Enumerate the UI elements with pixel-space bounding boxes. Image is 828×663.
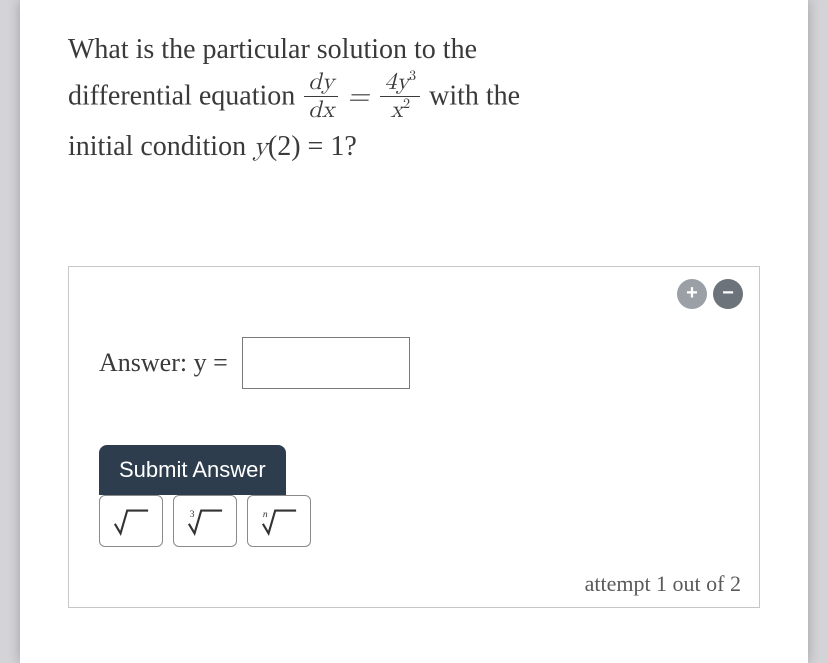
answer-input[interactable]: [242, 337, 410, 389]
rhs-den-exp: 2: [403, 97, 410, 111]
equals-sign: =: [347, 83, 378, 111]
sqrt-icon: [112, 504, 150, 538]
attempt-counter: attempt 1 out of 2: [585, 571, 741, 597]
init-arg: 2: [277, 131, 291, 162]
zoom-out-button[interactable]: −: [713, 279, 743, 309]
rhs-num-base: 4y: [384, 70, 409, 94]
cbrt-icon: 3: [186, 504, 224, 538]
answer-var: y: [194, 348, 207, 377]
answer-eq: =: [207, 348, 228, 377]
answer-label: Answer: y =: [99, 348, 228, 378]
question-line3-prefix: initial condition: [68, 131, 253, 162]
question-text: What is the particular solution to the d…: [68, 28, 760, 170]
nroot-button[interactable]: n: [247, 495, 311, 547]
frac-rhs-num: 4y3: [380, 69, 420, 96]
frac-rhs-den: x2: [380, 97, 420, 123]
root-toolbar: 3 n: [99, 495, 729, 547]
init-open: (: [268, 131, 277, 162]
zoom-in-button[interactable]: +: [677, 279, 707, 309]
svg-text:3: 3: [190, 510, 195, 520]
init-close-eq: ) =: [291, 131, 330, 162]
question-line2-prefix: differential equation: [68, 81, 302, 112]
question-line1: What is the particular solution to the: [68, 34, 477, 65]
rhs-den-base: x: [390, 98, 403, 122]
fraction-rhs: 4y3 x2: [380, 69, 420, 123]
answer-label-text: Answer:: [99, 348, 194, 377]
minus-icon: −: [722, 282, 734, 305]
answer-row: Answer: y =: [99, 337, 729, 389]
nroot-icon: n: [260, 504, 298, 538]
init-y: y: [253, 133, 268, 161]
frac-dydx-num: dy: [304, 69, 338, 96]
answer-panel: + − Answer: y = Submit Answer 3: [68, 266, 760, 608]
question-line2-suffix: with the: [429, 81, 520, 112]
frac-dydx-den: dx: [304, 97, 338, 123]
submit-button[interactable]: Submit Answer: [99, 445, 286, 495]
fraction-dydx: dy dx: [304, 69, 338, 123]
zoom-controls: + −: [677, 279, 743, 309]
init-val: 1: [330, 131, 344, 162]
rhs-num-exp: 3: [409, 69, 416, 83]
page-container: What is the particular solution to the d…: [20, 0, 808, 663]
svg-text:n: n: [263, 510, 268, 520]
cbrt-button[interactable]: 3: [173, 495, 237, 547]
plus-icon: +: [686, 282, 698, 305]
question-line3-suffix: ?: [344, 131, 356, 162]
sqrt-button[interactable]: [99, 495, 163, 547]
